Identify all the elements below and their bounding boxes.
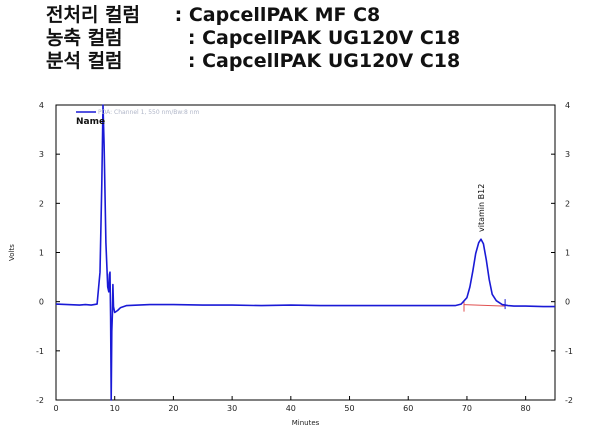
x-tick-label: 0 — [53, 404, 58, 413]
x-tick-label: 10 — [110, 404, 120, 413]
header-separator: : — [168, 50, 203, 72]
y-tick-label-right: 4 — [565, 101, 570, 110]
x-axis-label: Minutes — [292, 419, 320, 427]
y-tick-label-right: -1 — [565, 347, 573, 356]
plot-frame — [55, 104, 556, 401]
y-tick-label-left: -1 — [36, 347, 44, 356]
header-line-pretreatment: 전처리 컬럼 : CapcellPAK MF C8 — [46, 4, 460, 27]
y-tick-label-left: -2 — [36, 396, 44, 405]
analysis-column-value: CapcellPAK UG120V C18 — [202, 50, 461, 72]
concentration-column-label: 농축 컬럼 — [46, 27, 123, 49]
y-tick-label-left: 4 — [39, 101, 44, 110]
x-axis-ticks: 0 10 20 30 40 50 60 70 80 — [53, 396, 531, 413]
y-tick-label-right: -2 — [565, 396, 573, 405]
y-tick-label-right: 3 — [565, 150, 570, 159]
x-tick-label: 70 — [462, 404, 472, 413]
peak-baseline-line — [463, 304, 506, 307]
x-tick-label: 30 — [227, 404, 237, 413]
name-label: Name — [76, 117, 105, 127]
x-tick-label: 40 — [286, 404, 296, 413]
x-tick-label: 20 — [168, 404, 178, 413]
y-axis-ticks-right: -2 -1 0 1 2 3 4 — [551, 101, 573, 405]
y-tick-label-left: 0 — [39, 298, 44, 307]
header-separator: : — [168, 27, 203, 49]
y-tick-label-right: 2 — [565, 199, 570, 208]
y-tick-label-right: 1 — [565, 249, 570, 258]
header-line-concentration: 농축 컬럼 : CapcellPAK UG120V C18 — [46, 27, 460, 50]
peak-label-vitamin-b12: vitamin B12 — [477, 184, 486, 232]
y-tick-label-left: 3 — [39, 150, 44, 159]
analysis-column-label: 분석 컬럼 — [46, 50, 123, 72]
header-line-analysis: 분석 컬럼 : CapcellPAK UG120V C18 — [46, 50, 460, 73]
legend-entry: PDA: Channel 1, 550 nm/Bw:8 nm — [98, 109, 200, 116]
y-tick-label-right: 0 — [565, 298, 570, 307]
x-tick-label: 60 — [403, 404, 413, 413]
y-tick-label-left: 1 — [39, 249, 44, 258]
concentration-column-value: CapcellPAK UG120V C18 — [202, 27, 461, 49]
x-tick-label: 80 — [521, 404, 531, 413]
pretreatment-column-label: 전처리 컬럼 — [46, 4, 141, 26]
y-tick-label-left: 2 — [39, 199, 44, 208]
pretreatment-column-value: CapcellPAK MF C8 — [188, 4, 381, 26]
y-axis-ticks-left: -2 -1 0 1 2 3 4 — [36, 101, 60, 405]
column-info-header: 전처리 컬럼 : CapcellPAK MF C8 농축 컬럼 : Capcel… — [46, 4, 460, 73]
header-separator: : — [168, 4, 189, 26]
chromatogram-trace-line — [55, 104, 555, 401]
x-tick-label: 50 — [344, 404, 354, 413]
y-axis-label: Volts — [8, 244, 16, 261]
